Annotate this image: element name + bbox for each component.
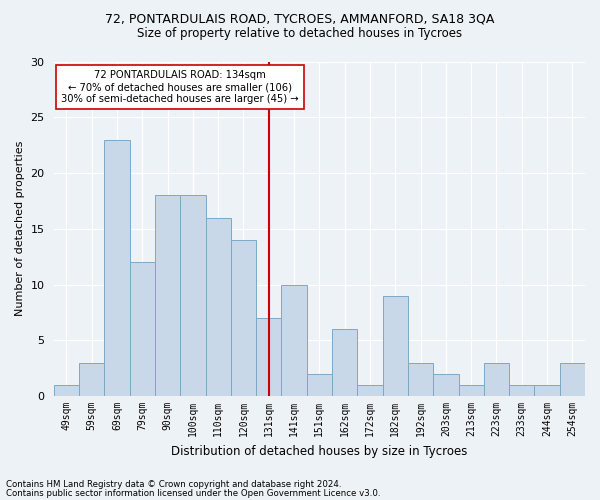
Bar	[206, 218, 231, 396]
Bar	[358, 385, 383, 396]
Bar	[307, 374, 332, 396]
Bar	[332, 329, 358, 396]
Text: Size of property relative to detached houses in Tycroes: Size of property relative to detached ho…	[137, 28, 463, 40]
Bar	[130, 262, 155, 396]
Bar	[256, 318, 281, 396]
Bar	[79, 362, 104, 396]
Bar	[383, 296, 408, 396]
Bar	[433, 374, 458, 396]
Bar	[408, 362, 433, 396]
Bar	[458, 385, 484, 396]
Bar	[231, 240, 256, 396]
X-axis label: Distribution of detached houses by size in Tycroes: Distribution of detached houses by size …	[171, 444, 467, 458]
Text: 72 PONTARDULAIS ROAD: 134sqm
← 70% of detached houses are smaller (106)
30% of s: 72 PONTARDULAIS ROAD: 134sqm ← 70% of de…	[61, 70, 299, 104]
Bar	[535, 385, 560, 396]
Bar	[54, 385, 79, 396]
Text: Contains public sector information licensed under the Open Government Licence v3: Contains public sector information licen…	[6, 489, 380, 498]
Bar	[484, 362, 509, 396]
Bar	[180, 196, 206, 396]
Bar	[155, 196, 180, 396]
Bar	[560, 362, 585, 396]
Y-axis label: Number of detached properties: Number of detached properties	[15, 141, 25, 316]
Text: Contains HM Land Registry data © Crown copyright and database right 2024.: Contains HM Land Registry data © Crown c…	[6, 480, 341, 489]
Bar	[509, 385, 535, 396]
Bar	[281, 284, 307, 396]
Text: 72, PONTARDULAIS ROAD, TYCROES, AMMANFORD, SA18 3QA: 72, PONTARDULAIS ROAD, TYCROES, AMMANFOR…	[106, 12, 494, 26]
Bar	[104, 140, 130, 396]
